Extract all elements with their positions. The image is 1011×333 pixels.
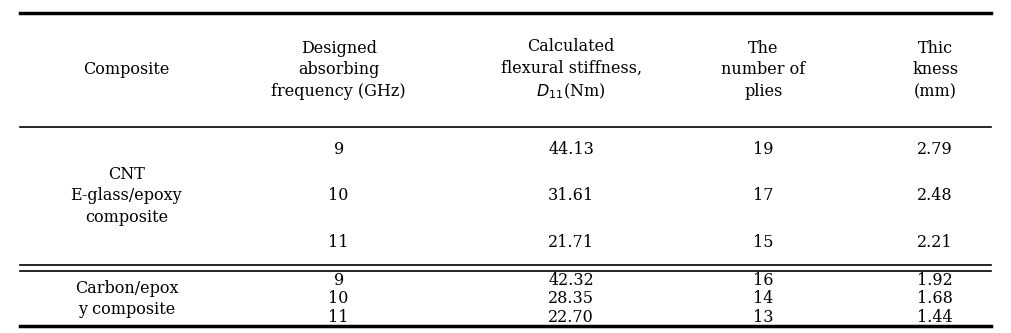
Text: 1.44: 1.44 — [917, 309, 953, 326]
Text: 14: 14 — [753, 290, 773, 307]
Text: The
number of
plies: The number of plies — [721, 40, 806, 100]
Text: 10: 10 — [329, 290, 349, 307]
Text: 19: 19 — [753, 141, 773, 158]
Text: Calculated
flexural stiffness,
$D_{11}$(Nm): Calculated flexural stiffness, $D_{11}$(… — [500, 38, 642, 102]
Text: 2.48: 2.48 — [917, 187, 953, 204]
Text: 2.79: 2.79 — [917, 141, 953, 158]
Text: 42.32: 42.32 — [548, 272, 594, 289]
Text: 10: 10 — [329, 187, 349, 204]
Text: 22.70: 22.70 — [548, 309, 594, 326]
Text: Carbon/epox
y composite: Carbon/epox y composite — [75, 280, 178, 318]
Text: Designed
absorbing
frequency (GHz): Designed absorbing frequency (GHz) — [271, 40, 406, 100]
Text: 1.92: 1.92 — [917, 272, 953, 289]
Text: 44.13: 44.13 — [548, 141, 594, 158]
Text: 13: 13 — [753, 309, 773, 326]
Text: Thic
kness
(mm): Thic kness (mm) — [912, 40, 958, 100]
Text: Composite: Composite — [83, 61, 170, 79]
Text: 9: 9 — [334, 141, 344, 158]
Text: 28.35: 28.35 — [548, 290, 594, 307]
Text: 9: 9 — [334, 272, 344, 289]
Text: 2.21: 2.21 — [917, 234, 953, 251]
Text: 31.61: 31.61 — [548, 187, 594, 204]
Text: 17: 17 — [753, 187, 773, 204]
Text: CNT
E-glass/epoxy
composite: CNT E-glass/epoxy composite — [71, 166, 182, 226]
Text: 15: 15 — [753, 234, 773, 251]
Text: 1.68: 1.68 — [917, 290, 953, 307]
Text: 16: 16 — [753, 272, 773, 289]
Text: 11: 11 — [329, 309, 349, 326]
Text: 21.71: 21.71 — [548, 234, 594, 251]
Text: 11: 11 — [329, 234, 349, 251]
